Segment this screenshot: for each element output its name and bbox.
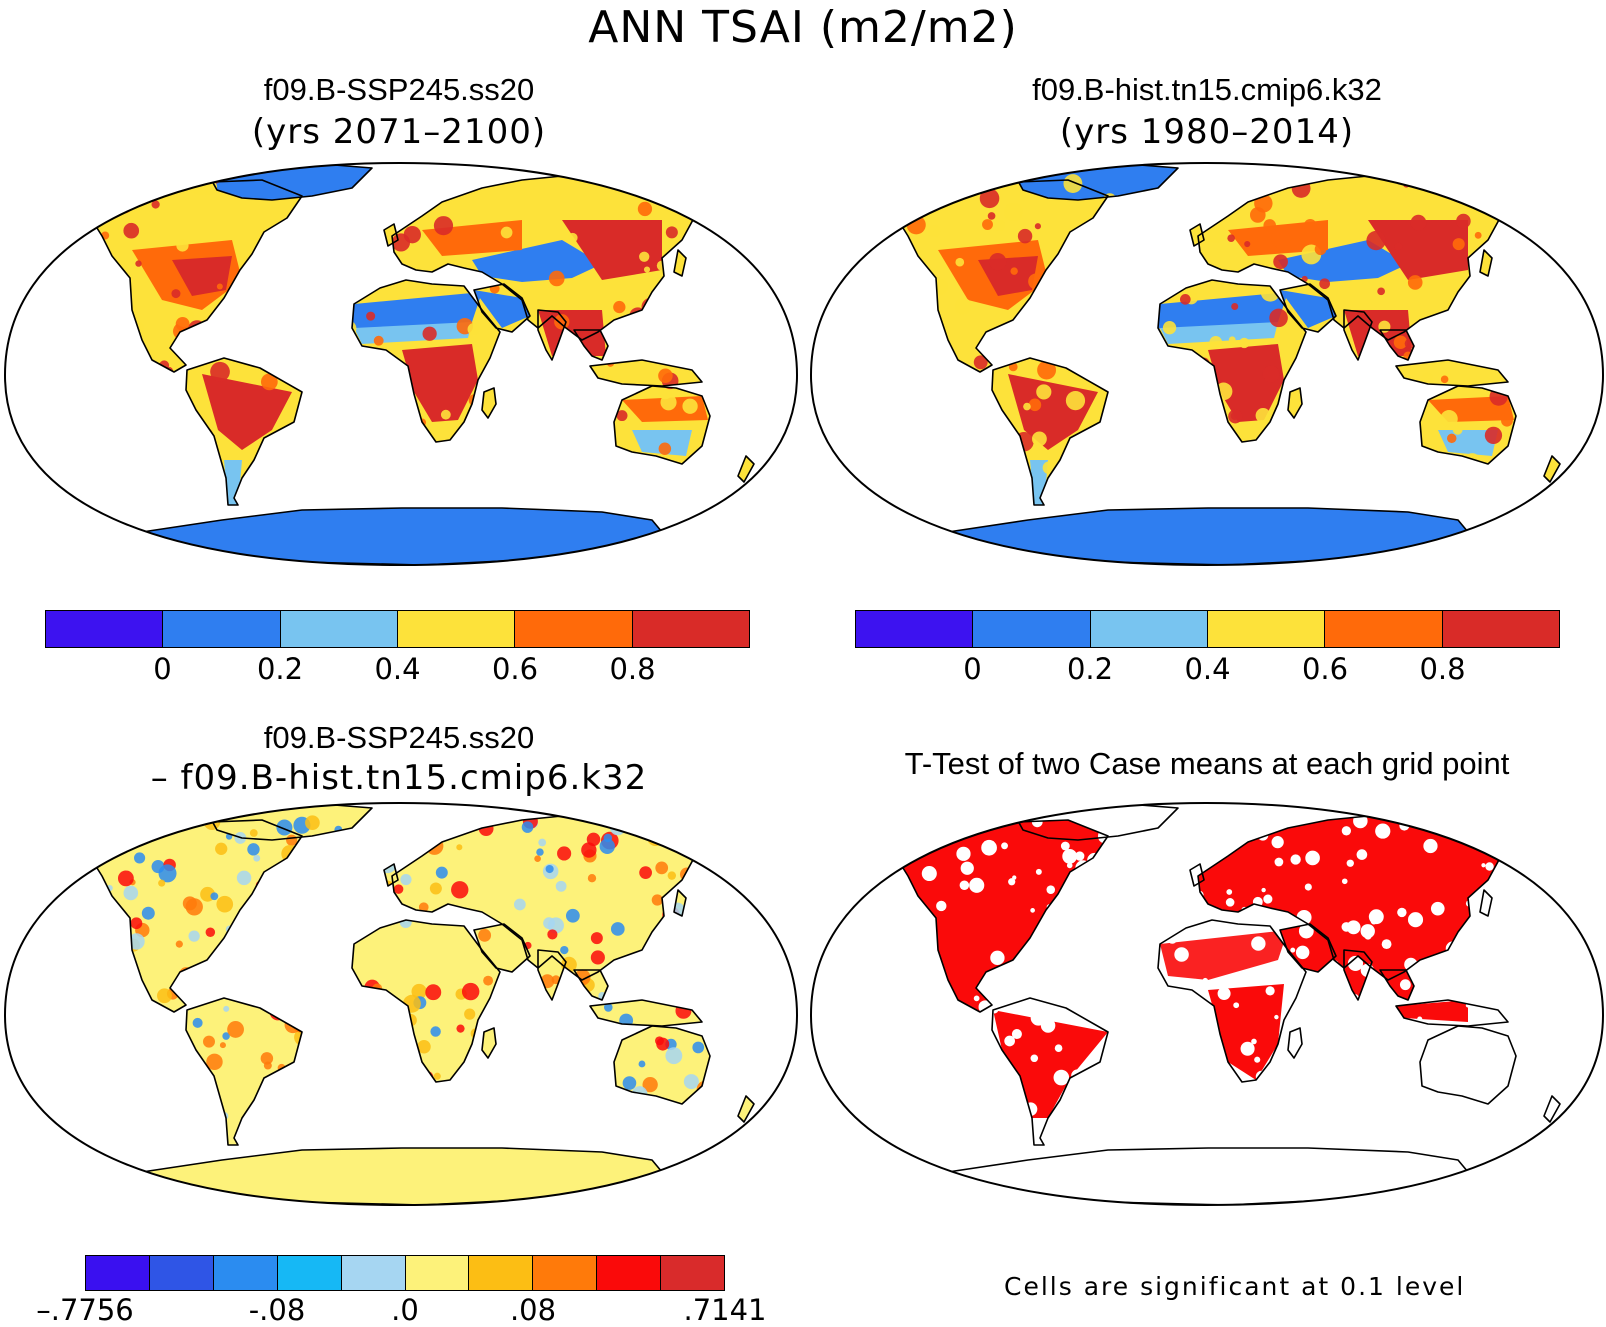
map-bottom-right <box>809 801 1605 1207</box>
colorbar-bottom-left <box>85 1255 725 1291</box>
colorbar-tick-label: 0 <box>153 652 172 686</box>
colorbar-tick-label: 0.2 <box>256 652 304 686</box>
colorbar-tick-label: 0.4 <box>1184 652 1231 686</box>
map-frame <box>809 801 1605 1207</box>
colorbar-swatch <box>280 611 398 647</box>
colorbar-swatch <box>533 1256 598 1290</box>
colorbar-swatch <box>1207 611 1326 647</box>
colorbar-tick-label: 0.8 <box>1419 652 1466 686</box>
panel-tr-years: (yrs 1980–2014) <box>1059 112 1355 152</box>
colorbar-tick-label: 0 <box>963 652 982 686</box>
colorbar-swatch <box>149 1256 214 1290</box>
panel-tr-case: f09.B-hist.tn15.cmip6.k32 <box>1032 72 1382 107</box>
panel-bl-case: f09.B-SSP245.ss20 <box>263 720 535 755</box>
colorbar-tick-label: .08 <box>509 1293 557 1327</box>
colorbar-swatch <box>1325 611 1443 647</box>
colorbar-tick-label: –.7756 <box>36 1293 134 1327</box>
colorbar-swatch <box>973 611 1091 647</box>
colorbar-swatch <box>597 1256 662 1290</box>
colorbar-top-right <box>855 610 1560 648</box>
colorbar-swatch <box>213 1256 278 1290</box>
colorbar-swatch <box>86 1256 150 1290</box>
colorbar-tick-label: 0.2 <box>1066 652 1114 686</box>
map-frame <box>3 161 799 567</box>
colorbar-swatch <box>515 611 633 647</box>
colorbar-swatch <box>46 611 164 647</box>
colorbar-swatch <box>163 611 281 647</box>
map-frame <box>809 161 1605 567</box>
colorbar-tick-label: .7141 <box>683 1293 767 1327</box>
panel-br-title: T-Test of two Case means at each grid po… <box>904 746 1510 781</box>
map-frame <box>3 801 799 1207</box>
panel-tl-years: (yrs 2071–2100) <box>251 112 547 152</box>
map-bottom-left <box>3 801 799 1207</box>
colorbar-swatch <box>1090 611 1208 647</box>
colorbar-tick-label: 0.8 <box>609 652 656 686</box>
panel-tl-case: f09.B-SSP245.ss20 <box>263 72 535 107</box>
colorbar-swatch <box>405 1256 470 1290</box>
map-top-right <box>809 161 1605 567</box>
coastlines <box>91 803 755 1205</box>
colorbar-tick-label: 0.6 <box>491 652 539 686</box>
colorbar-swatch <box>661 1256 725 1290</box>
colorbar-tick-label: 0.6 <box>1301 652 1349 686</box>
colorbar-swatch <box>856 611 974 647</box>
panel-bl-minus-case: – f09.B-hist.tn15.cmip6.k32 <box>150 758 648 798</box>
map-top-left <box>3 161 799 567</box>
colorbar-swatch <box>469 1256 534 1290</box>
main-title: ANN TSAI (m2/m2) <box>588 2 1018 53</box>
colorbar-swatch <box>341 1256 406 1290</box>
colorbar-swatch <box>277 1256 342 1290</box>
significance-note: Cells are significant at 0.1 level <box>1004 1272 1466 1301</box>
colorbar-swatch <box>632 611 749 647</box>
colorbar-tick-label: -.08 <box>248 1293 306 1327</box>
colorbar-tick-label: .0 <box>391 1293 419 1327</box>
colorbar-swatch <box>1442 611 1559 647</box>
colorbar-swatch <box>397 611 516 647</box>
colorbar-tick-label: 0.4 <box>374 652 421 686</box>
colorbar-top-left <box>45 610 750 648</box>
